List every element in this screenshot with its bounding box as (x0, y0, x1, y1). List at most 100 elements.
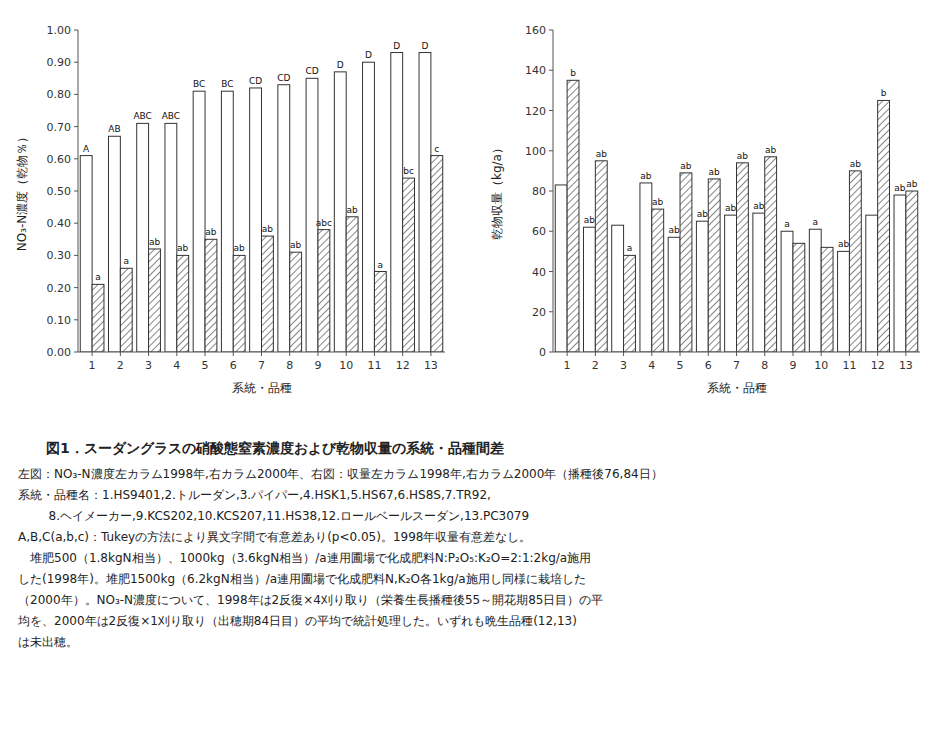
x-tick-label: 10 (339, 359, 353, 372)
y-axis (78, 30, 79, 352)
bars (80, 53, 442, 352)
bar (849, 171, 861, 352)
bar (431, 156, 443, 352)
caption-line: A,B,C(a,b,c)：Tukeyの方法により異文字間で有意差あり(p<0.0… (18, 527, 928, 548)
y-axis-label: NO₃-N濃度（乾物％） (15, 131, 29, 252)
y-tick (549, 191, 553, 192)
significance-label: ab (753, 201, 765, 211)
bar (753, 213, 765, 352)
bar (866, 215, 878, 352)
x-tick-label: 8 (286, 359, 293, 372)
x-tick (120, 352, 121, 356)
x-tick-label: 11 (367, 359, 381, 372)
y-tick-label: 60 (532, 225, 546, 238)
y-tick-label: 0.60 (47, 153, 72, 166)
bar (725, 215, 737, 352)
significance-label: ab (596, 149, 608, 159)
bar (838, 251, 850, 352)
significance-label: ABC (133, 111, 151, 121)
y-tick-label: 0.30 (47, 249, 72, 262)
bar-annotations: AABABCABCBCBCCDCDCDDDDDaaabababababababc… (83, 41, 439, 283)
significance-label: ab (234, 243, 246, 253)
bar (878, 100, 890, 352)
bar (391, 53, 403, 352)
x-tick-label: 5 (202, 359, 209, 372)
y-tick-label: 0.10 (47, 314, 72, 327)
significance-label: ab (697, 209, 709, 219)
bar (262, 236, 274, 352)
significance-label: ab (205, 227, 217, 237)
y-tick (74, 255, 78, 256)
bar-annotations: ababababababaaababbabaababababababbab (570, 68, 918, 253)
caption-line: 系統・品種名：1.HS9401,2.トルーダン,3.パイパー,4.HSK1,5.… (18, 485, 928, 506)
bar (668, 237, 680, 352)
significance-label: CD (249, 76, 262, 86)
y-tick-label: 0.50 (47, 185, 72, 198)
x-tick (317, 352, 318, 356)
x-tick-label: 13 (899, 359, 913, 372)
y-tick (74, 158, 78, 159)
significance-label: c (434, 144, 439, 154)
x-tick (680, 352, 681, 356)
x-tick-label: 6 (230, 359, 237, 372)
significance-label: a (378, 260, 384, 270)
y-tick-label: 0.70 (47, 121, 72, 134)
y-tick-label: 0.80 (47, 88, 72, 101)
bar (108, 136, 120, 352)
y-tick (74, 94, 78, 95)
x-tick-label: 3 (620, 359, 627, 372)
significance-label: D (365, 50, 372, 60)
bar (149, 249, 161, 352)
bar (374, 272, 386, 353)
significance-label: b (570, 68, 576, 78)
x-tick-label: 3 (145, 359, 152, 372)
significance-label: ab (709, 167, 721, 177)
bar (177, 255, 189, 352)
caption-title: 図1．スーダングラスの硝酸態窒素濃度および乾物収量の系統・品種間差 (46, 440, 928, 458)
y-tick (74, 62, 78, 63)
significance-label: ab (765, 145, 777, 155)
significance-label: CD (305, 66, 318, 76)
significance-label: AB (108, 124, 120, 134)
significance-label: ab (149, 237, 161, 247)
x-tick-label: 7 (258, 359, 265, 372)
x-tick (567, 352, 568, 356)
y-tick (549, 150, 553, 151)
significance-label: bc (403, 166, 414, 176)
y-tick-label: 140 (525, 64, 546, 77)
significance-label: ab (894, 183, 906, 193)
y-tick (74, 287, 78, 288)
bar (221, 91, 233, 352)
bar (318, 230, 330, 352)
bar (278, 85, 290, 352)
y-tick-label: 40 (532, 266, 546, 279)
significance-label: a (124, 256, 130, 266)
significance-label: ab (652, 197, 664, 207)
x-tick (374, 352, 375, 356)
significance-label: ab (262, 224, 274, 234)
significance-label: a (95, 272, 101, 282)
bar (821, 247, 833, 352)
x-axis-label: 系統・品種 (232, 381, 292, 395)
bar (137, 123, 149, 352)
significance-label: ABC (162, 111, 180, 121)
y-tick (549, 271, 553, 272)
significance-label: ab (737, 151, 749, 161)
significance-label: ab (680, 161, 692, 171)
x-tick-label: 2 (117, 359, 124, 372)
x-tick-label: 2 (592, 359, 599, 372)
x-tick-label: 1 (564, 359, 571, 372)
bar (595, 161, 607, 352)
x-tick (346, 352, 347, 356)
bar (793, 243, 805, 352)
significance-label: a (627, 243, 633, 253)
bar (290, 252, 302, 352)
bar (696, 221, 708, 352)
x-tick (877, 352, 878, 356)
y-axis (553, 30, 554, 352)
bar (233, 255, 245, 352)
bar (680, 173, 692, 352)
x-tick (261, 352, 262, 356)
bar (346, 217, 358, 352)
y-tick (549, 231, 553, 232)
